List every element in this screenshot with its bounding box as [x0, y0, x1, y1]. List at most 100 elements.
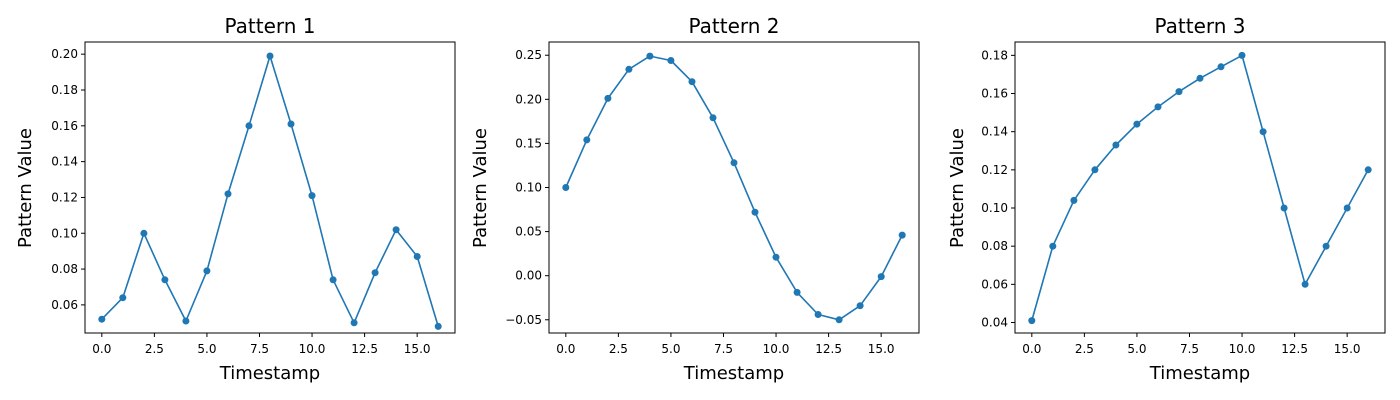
x-tick-label: 0.0	[92, 342, 111, 356]
ticks-layer: 0.0 2.5 5.0 7.5 10.0 12.5 15.0 0.06 0.08 0.10 0.12…	[51, 47, 430, 356]
x-tick-label: 5.0	[1127, 342, 1146, 356]
y-tick-label: 0.05	[515, 225, 542, 239]
x-tick-label: 10.0	[1229, 342, 1256, 356]
data-point	[266, 52, 274, 60]
x-tick-label: 10.0	[299, 342, 326, 356]
axes-frame	[1014, 41, 1386, 334]
chart-title: Pattern 2	[688, 14, 779, 38]
data-point	[583, 136, 591, 144]
x-tick-label: 2.5	[1075, 342, 1094, 356]
data-point	[898, 231, 906, 239]
ticks-layer: 0.0 2.5 5.0 7.5 10.0 12.5 15.0 0.04 0.06 0.08 0.10…	[981, 48, 1360, 356]
data-point	[1028, 317, 1036, 325]
data-point	[793, 288, 801, 296]
chart-title: Pattern 1	[224, 14, 315, 38]
data-point	[140, 229, 148, 237]
x-tick-label: 12.5	[1281, 342, 1308, 356]
y-tick-label: 0.18	[981, 48, 1008, 62]
marks-layer	[562, 52, 906, 324]
data-point	[814, 311, 822, 318]
data-point	[1217, 63, 1225, 71]
x-tick-label: 2.5	[609, 342, 628, 356]
y-tick-label: 0.10	[515, 181, 542, 195]
data-point	[98, 315, 106, 323]
data-point	[1364, 166, 1372, 174]
axes-frame	[84, 41, 456, 334]
chart-title: Pattern 3	[1154, 14, 1245, 38]
y-axis-label: Pattern Value	[470, 128, 491, 248]
data-point	[1049, 242, 1057, 250]
x-tick-label: 5.0	[661, 342, 680, 356]
y-tick-label: 0.25	[515, 48, 542, 62]
data-point	[730, 159, 738, 167]
data-point	[1280, 204, 1288, 212]
data-point	[1238, 51, 1246, 59]
subplot-pattern-2: Pattern 2 Timestamp Pattern Value 0.0 2.5…	[470, 14, 920, 384]
y-tick-label: 0.12	[51, 190, 78, 204]
x-tick-label: 2.5	[145, 342, 164, 356]
data-point	[688, 78, 696, 86]
data-point	[709, 114, 717, 122]
x-tick-label: 7.5	[1180, 342, 1199, 356]
data-point	[350, 319, 358, 327]
data-point	[1133, 120, 1141, 128]
data-point	[203, 267, 211, 275]
x-tick-label: 0.0	[556, 342, 575, 356]
data-point	[245, 122, 253, 130]
data-point	[1154, 103, 1162, 111]
y-axis-label: Pattern Value	[947, 128, 968, 248]
marks-layer	[98, 52, 442, 330]
y-tick-label: 0.06	[981, 277, 1008, 291]
data-point	[667, 57, 675, 64]
data-point	[751, 208, 759, 216]
data-point	[646, 52, 654, 60]
data-point	[835, 316, 843, 324]
data-point	[1259, 128, 1267, 136]
y-tick-label: 0.06	[51, 298, 78, 312]
data-point	[413, 253, 421, 260]
data-point	[392, 226, 400, 234]
y-tick-label: 0.10	[981, 201, 1008, 215]
x-tick-label: 15.0	[868, 342, 895, 356]
data-point	[1112, 141, 1120, 149]
data-point	[182, 317, 190, 325]
x-axis-label: Timestamp	[683, 363, 784, 384]
y-tick-label: 0.20	[515, 92, 542, 106]
x-tick-label: 7.5	[250, 342, 269, 356]
data-point	[604, 94, 612, 102]
x-tick-label: 15.0	[404, 342, 431, 356]
data-point	[1196, 74, 1204, 82]
data-point	[1070, 196, 1078, 204]
x-tick-label: 0.0	[1022, 342, 1041, 356]
data-point	[224, 190, 232, 198]
x-axis-label: Timestamp	[219, 363, 320, 384]
y-tick-label: 0.16	[981, 87, 1008, 101]
data-point	[161, 276, 169, 284]
data-point	[1322, 242, 1330, 250]
y-tick-label: 0.08	[981, 239, 1008, 253]
data-point	[856, 302, 864, 310]
data-point	[434, 322, 442, 330]
y-tick-label: 0.20	[51, 47, 78, 61]
subplot-pattern-1: Pattern 1 Timestamp Pattern Value 0.0 2.5…	[15, 14, 456, 384]
x-tick-label: 12.5	[351, 342, 378, 356]
subplot-pattern-3: Pattern 3 Timestamp Pattern Value 0.0 2.5…	[947, 14, 1386, 384]
y-tick-label: 0.00	[515, 269, 542, 283]
x-tick-label: 7.5	[714, 342, 733, 356]
data-point	[371, 269, 379, 277]
data-point	[877, 273, 885, 281]
y-tick-label: 0.12	[981, 163, 1008, 177]
y-axis-label: Pattern Value	[15, 128, 36, 248]
axes-frame	[548, 41, 920, 334]
data-point	[772, 253, 780, 261]
x-tick-label: 10.0	[763, 342, 790, 356]
data-point	[625, 65, 633, 73]
data-point	[1343, 204, 1351, 212]
data-point	[329, 276, 337, 284]
data-point	[308, 192, 316, 200]
data-point	[1091, 166, 1099, 174]
y-tick-label: 0.14	[51, 155, 78, 169]
x-axis-label: Timestamp	[1149, 363, 1250, 384]
